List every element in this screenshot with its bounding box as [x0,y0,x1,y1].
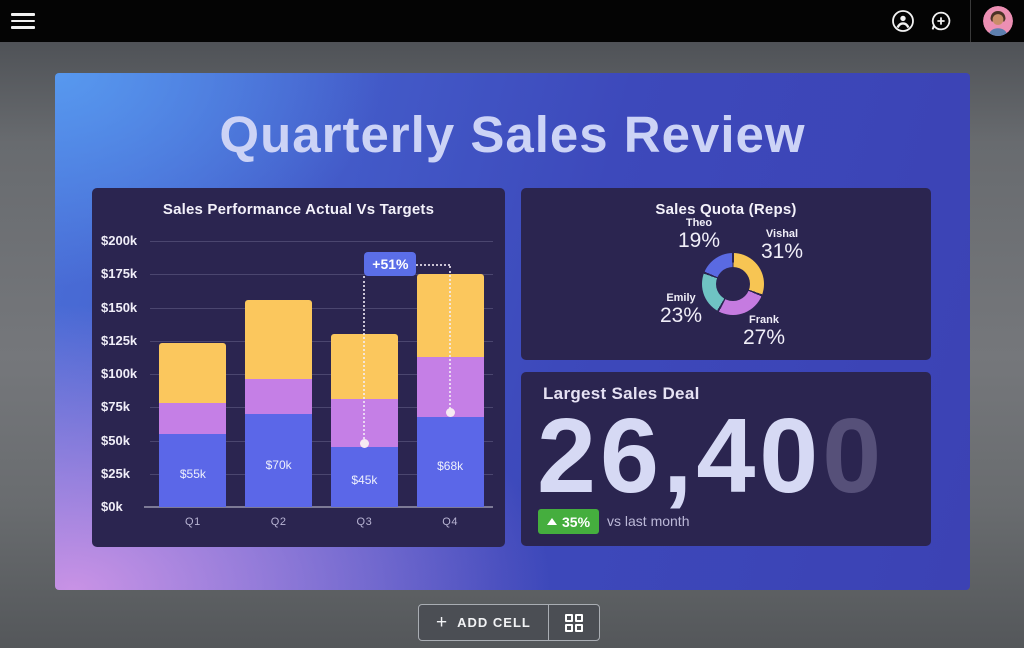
top-navbar [0,0,1024,42]
gridline [150,374,493,375]
menu-icon[interactable] [11,13,35,29]
x-axis-tick: Q4 [442,516,458,528]
donut-chart-card[interactable]: Sales Quota (Reps) Theo 19% Vishal 31% E… [521,188,931,360]
kpi-title: Largest Sales Deal [543,384,700,403]
user-avatar[interactable] [983,6,1013,36]
annotation-line-to [449,265,452,413]
annotation-line-from [363,275,366,444]
add-cell-separator [547,605,549,640]
y-axis-tick: $125k [101,332,138,348]
add-cell-button[interactable]: + ADD CELL [419,605,548,640]
x-axis-line [144,506,493,508]
arrow-up-icon [547,518,557,525]
x-axis-tick: Q2 [270,516,287,528]
bar-value-label: $55k [179,467,206,482]
quota-label-emily: Emily 23% [659,292,703,327]
bar-value-label: $70k [265,458,292,473]
slide-title: Quarterly Sales Review [219,106,806,163]
bar-segment-actual-blue [245,413,313,507]
x-axis-tick: Q3 [356,516,373,528]
grid-2x2-icon [564,613,583,632]
y-axis-tick: $100k [101,366,138,381]
add-cell-button-group: + ADD CELL [418,604,600,641]
account-icon[interactable] [890,8,916,34]
slide-canvas[interactable]: Quarterly Sales Review Sales Performance… [55,73,970,590]
kpi-value-dim: 0 [822,397,886,515]
quota-label-frank: Frank 27% [742,314,786,349]
navbar-divider [970,0,971,42]
add-cell-label: ADD CELL [457,615,531,630]
growth-badge: +51% [364,251,417,276]
annotation-marker-from [359,438,369,448]
bar-segment-target-yellow [159,343,227,404]
y-axis-tick: $50k [101,432,130,448]
donut-hole [716,267,750,301]
kpi-value-main: 26,40 [537,397,823,515]
bar-chart-title: Sales Performance Actual Vs Targets [162,201,435,218]
bar-value-label: $68k [437,459,464,474]
bar-segment-actual-blue [416,416,484,507]
gridline [150,440,493,442]
gridline [150,473,493,475]
gridline [150,274,493,276]
x-axis-tick: Q1 [185,516,201,528]
y-axis-tick: $150k [101,299,138,315]
gridline [150,407,493,409]
y-axis-tick: $175k [101,266,138,282]
gridline [150,340,493,342]
kpi-card[interactable]: Largest Sales Deal 26,400 35% vs last mo… [521,372,931,546]
bar-segment-actual-blue [159,433,227,507]
bar-plot: $200k $175k $150k $125k $100k $75k $50k $25k $0k… [101,233,493,528]
donut-chart [702,253,764,315]
y-axis-tick: $25k [101,465,130,481]
bar-value-label: $45k [351,473,378,488]
donut-chart-title: Sales Quota (Reps) [655,201,797,218]
plus-icon: + [436,612,449,633]
layout-grid-button[interactable] [549,605,599,640]
bar-segment-middle-purple [159,403,227,434]
kpi-delta-value: 35% [562,513,591,530]
bar-segment-actual-blue [330,447,398,507]
bar-chart-card[interactable]: Sales Performance Actual Vs Targets $200… [92,188,505,547]
annotation-marker-to [445,408,455,418]
quota-label-vishal: Vishal 31% [760,228,804,263]
gridline [150,307,493,309]
y-axis-tick: $0k [101,499,123,514]
bar-segment-target-yellow [245,299,313,380]
kpi-caption: vs last month [607,513,690,529]
kpi-value: 26,400 [537,398,885,515]
quota-label-theo: Theo 19% [677,217,721,252]
add-comment-icon[interactable] [928,8,954,34]
bar-segment-middle-purple [245,379,313,414]
y-axis-tick: $75k [101,399,130,415]
kpi-delta-badge: 35% [538,509,600,534]
y-axis-tick: $200k [101,233,138,248]
gridline [150,241,493,242]
annotation-line-top [416,263,451,266]
